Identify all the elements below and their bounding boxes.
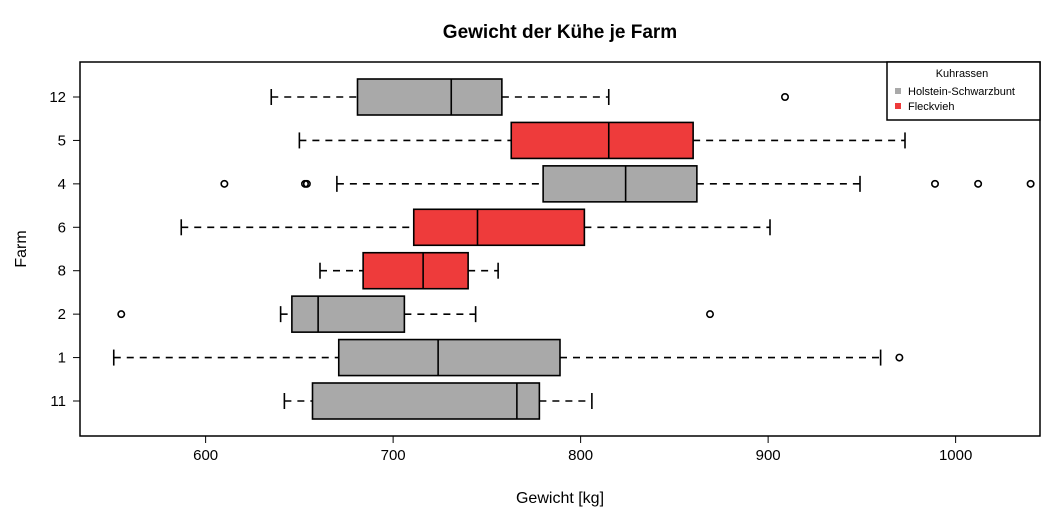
box-farm-4: [220, 165, 1035, 203]
box-iqr: [311, 382, 541, 420]
outlier-point: [930, 179, 939, 188]
box-iqr: [356, 78, 503, 116]
legend: Kuhrassen Holstein-Schwarzbunt Fleckvieh: [886, 61, 1041, 121]
box-iqr: [291, 295, 406, 333]
legend-swatch-fleckvieh: [895, 103, 901, 109]
boxes-group: [112, 78, 1035, 420]
y-tick-label: 11: [50, 393, 66, 410]
x-tick-label: 700: [381, 447, 406, 464]
x-tick-label: 600: [193, 447, 218, 464]
chart-title: Gewicht der Kühe je Farm: [443, 22, 677, 43]
outlier-point: [974, 179, 983, 188]
outlier-point: [220, 179, 229, 188]
legend-swatch-holstein: [895, 88, 901, 94]
x-axis-ticks: 600 700 800 900 1000: [193, 436, 972, 464]
outlier-point: [780, 93, 789, 102]
box-iqr: [412, 208, 586, 247]
legend-label-fleckvieh: Fleckvieh: [908, 101, 954, 113]
legend-frame: [886, 61, 1041, 121]
outlier-point: [705, 310, 714, 319]
x-tick-label: 1000: [939, 447, 972, 464]
x-tick-label: 900: [756, 447, 781, 464]
box-iqr: [337, 338, 561, 377]
box-farm-2: [117, 295, 714, 333]
box-farm-11: [283, 382, 593, 420]
y-tick-label: 1: [58, 350, 66, 367]
y-tick-label: 8: [58, 263, 66, 280]
outlier-point: [117, 310, 126, 319]
box-farm-1: [112, 338, 904, 377]
legend-label-holstein: Holstein-Schwarzbunt: [908, 86, 1015, 98]
outlier-point: [1026, 179, 1035, 188]
y-tick-label: 12: [49, 89, 66, 106]
y-tick-label: 2: [58, 306, 66, 323]
box-farm-8: [319, 251, 499, 290]
x-axis-label: Gewicht [kg]: [516, 490, 604, 507]
y-tick-label: 4: [58, 176, 66, 193]
box-iqr: [510, 121, 694, 160]
box-farm-5: [298, 121, 906, 160]
outlier-point: [895, 353, 904, 362]
x-tick-label: 800: [568, 447, 593, 464]
y-tick-label: 5: [58, 132, 66, 149]
y-axis-label: Farm: [13, 230, 30, 267]
outlier-point: [302, 179, 311, 188]
legend-title: Kuhrassen: [936, 68, 989, 80]
box-iqr: [542, 165, 698, 203]
y-tick-label: 6: [58, 219, 66, 236]
box-farm-12: [270, 78, 789, 116]
box-iqr: [362, 251, 469, 290]
box-farm-6: [180, 208, 771, 247]
